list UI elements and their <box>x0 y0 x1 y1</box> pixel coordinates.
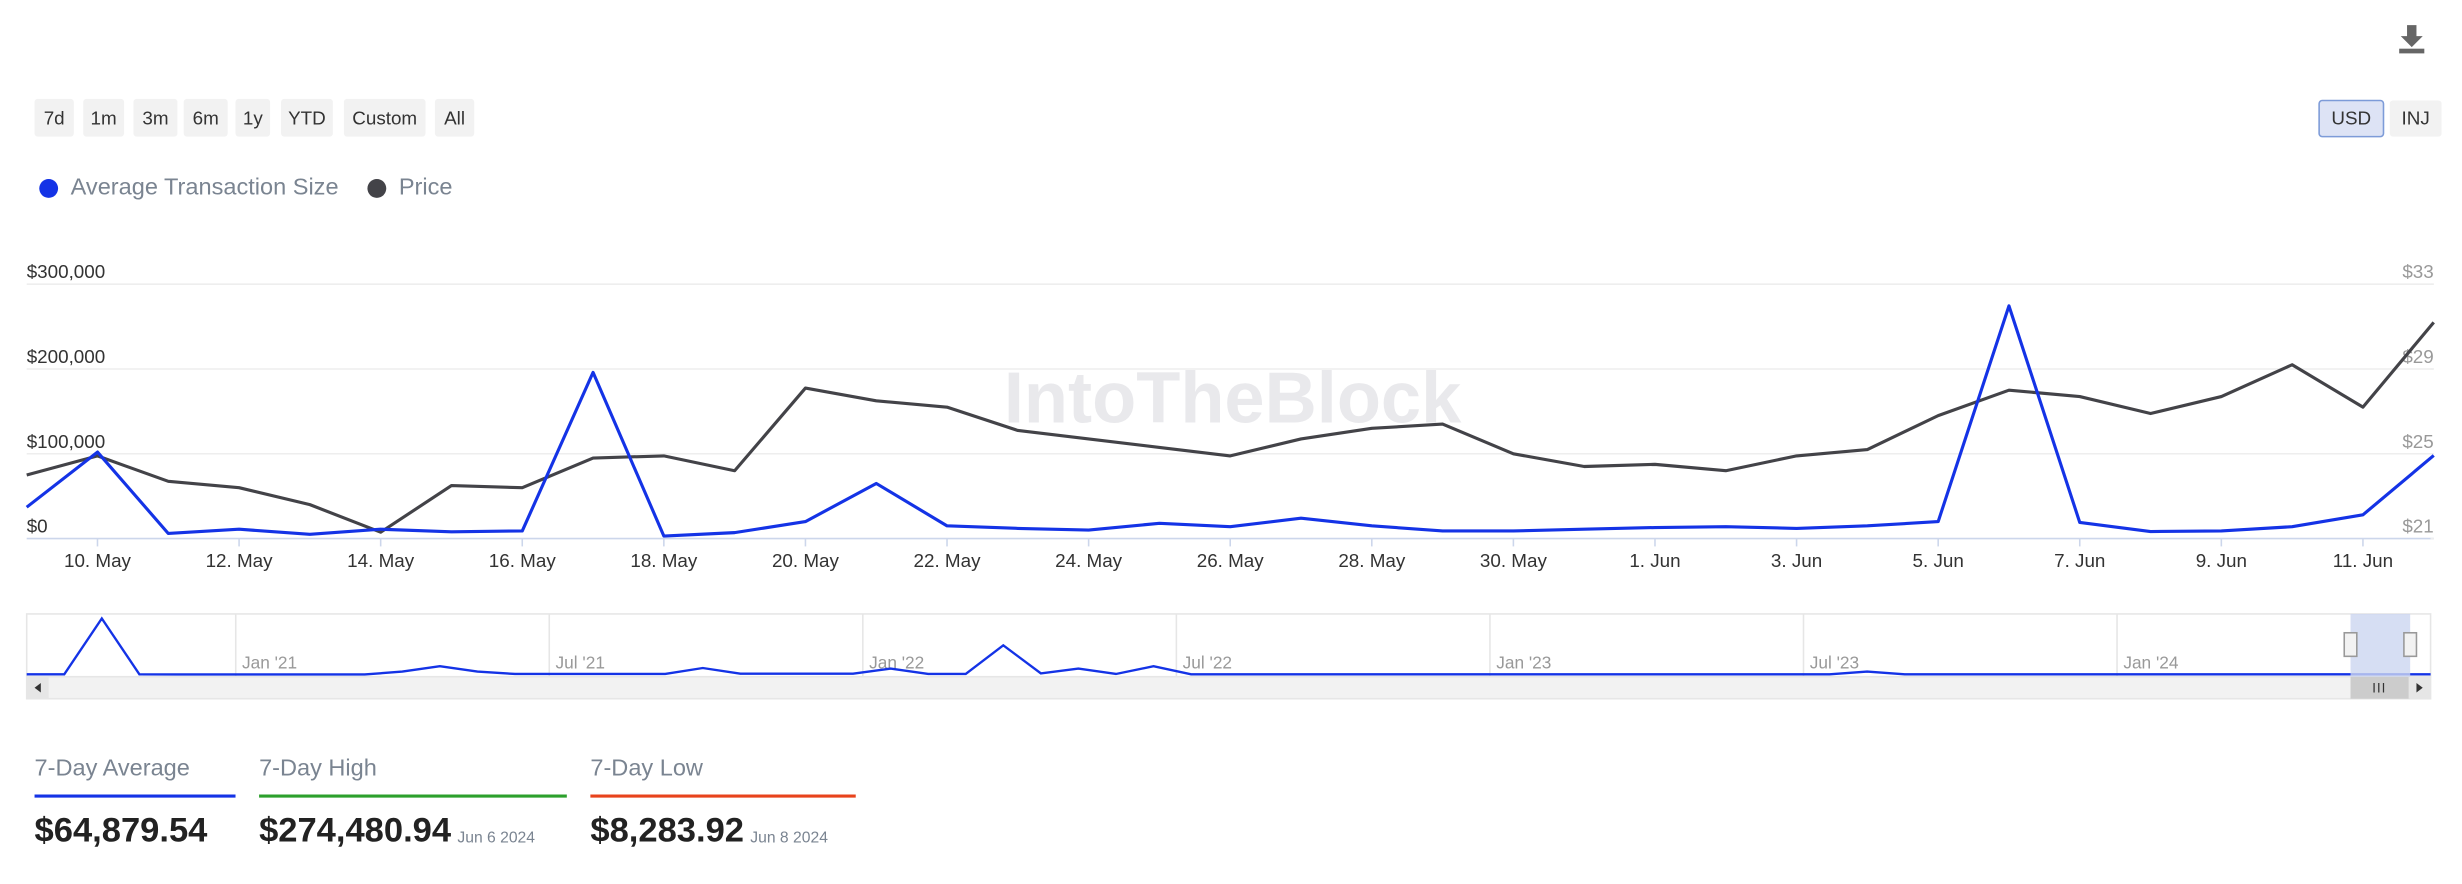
stat-label: 7-Day Low <box>590 755 704 781</box>
range-button-label: 3m <box>142 107 168 128</box>
stat-label: 7-Day High <box>259 755 377 781</box>
x-tick-label: 3. Jun <box>1771 550 1822 571</box>
stat-label: 7-Day Average <box>35 755 190 781</box>
stat-card: 7-Day High $274,480.94 Jun 6 2024 <box>259 755 567 849</box>
currency-button-label: USD <box>2331 107 2371 128</box>
y2-tick-label: $21 <box>2402 516 2433 537</box>
download-button[interactable] <box>2392 20 2431 59</box>
x-tick-label: 9. Jun <box>2196 550 2247 571</box>
navigator-selection[interactable] <box>2350 613 2411 677</box>
scroll-right-arrow <box>2416 683 2423 693</box>
range-button-label: Custom <box>352 107 417 128</box>
range-button[interactable]: All <box>434 98 475 137</box>
range-button[interactable]: 6m <box>183 98 228 137</box>
stat-card: 7-Day Low $8,283.92 Jun 8 2024 <box>590 755 856 849</box>
y-tick-label: $300,000 <box>27 261 106 282</box>
range-button-bg <box>34 98 74 137</box>
range-button-bg <box>183 98 228 137</box>
range-button-label: 1m <box>91 107 117 128</box>
range-button[interactable]: YTD <box>281 98 333 137</box>
range-button-bg <box>83 98 125 137</box>
navigator-tick-label: Jan '24 <box>2123 653 2179 673</box>
range-button-label: 7d <box>44 107 65 128</box>
range-button-label: YTD <box>288 107 326 128</box>
currency-button-bg <box>2389 100 2442 137</box>
stat-value: $8,283.92 <box>590 811 744 849</box>
navigator-handle[interactable] <box>2343 631 2358 658</box>
range-button-label: 1y <box>243 107 263 128</box>
range-button-label: All <box>444 107 465 128</box>
legend-item[interactable]: Average Transaction Size <box>39 174 339 200</box>
stat-value: $64,879.54 <box>35 811 209 849</box>
scrollbar-thumb[interactable] <box>2350 676 2411 699</box>
range-button[interactable]: 7d <box>34 98 74 137</box>
range-button-bg <box>434 98 475 137</box>
currency-button-label: INJ <box>2402 107 2430 128</box>
range-button-bg <box>133 98 178 137</box>
range-button[interactable]: 1m <box>83 98 125 137</box>
download-tray <box>2399 48 2425 54</box>
x-tick-label: 30. May <box>1480 550 1548 571</box>
download-icon <box>2400 25 2423 48</box>
range-button[interactable]: 1y <box>235 98 271 137</box>
navigator-tick-label: Jan '22 <box>869 653 924 673</box>
range-button-bg <box>281 98 333 137</box>
x-tick-label: 26. May <box>1197 550 1265 571</box>
watermark: IntoTheBlock <box>1004 359 1462 439</box>
x-tick-label: 5. Jun <box>1913 550 1964 571</box>
navigator-tick-label: Jan '23 <box>1496 653 1551 673</box>
series-line <box>25 304 2435 538</box>
x-tick-label: 20. May <box>772 550 840 571</box>
navigator-tick-label: Jul '23 <box>1810 653 1859 673</box>
stat-date: Jun 8 2024 <box>750 830 828 847</box>
currency-button[interactable]: INJ <box>2389 100 2442 137</box>
x-tick-label: 22. May <box>914 550 982 571</box>
x-tick-label: 12. May <box>206 550 274 571</box>
range-button[interactable]: 3m <box>133 98 178 137</box>
legend-dot <box>367 178 387 198</box>
legend-label: Price <box>399 174 453 200</box>
x-tick-label: 28. May <box>1338 550 1406 571</box>
currency-button[interactable]: USD <box>2318 99 2385 138</box>
navigator-tick-label: Jul '22 <box>1183 653 1232 673</box>
stat-date: Jun 6 2024 <box>457 830 535 847</box>
x-tick-label: 10. May <box>64 550 132 571</box>
legend-label: Average Transaction Size <box>71 174 339 200</box>
x-tick-label: 24. May <box>1055 550 1123 571</box>
navigator-line <box>26 616 2431 676</box>
stat-value: $274,480.94 <box>259 811 452 849</box>
x-tick-label: 16. May <box>489 550 557 571</box>
y2-tick-label: $33 <box>2402 261 2433 282</box>
x-tick-label: 11. Jun <box>2333 550 2393 571</box>
series-line <box>26 321 2435 534</box>
x-tick-label: 18. May <box>630 550 698 571</box>
currency-button-bg <box>2318 99 2385 138</box>
navigator-frame <box>25 613 2432 678</box>
legend-dot <box>39 178 59 198</box>
x-tick-label: 7. Jun <box>2054 550 2105 571</box>
navigator-handle[interactable] <box>2403 631 2418 658</box>
y-tick-label: $0 <box>27 516 48 537</box>
x-tick-label: 1. Jun <box>1629 550 1680 571</box>
range-button-bg <box>235 98 271 137</box>
scrollbar-track <box>25 675 2432 700</box>
y-tick-label: $100,000 <box>27 431 106 452</box>
legend-item[interactable]: Price <box>367 174 452 200</box>
stat-card: 7-Day Average $64,879.54 <box>35 755 236 849</box>
scrollbar-grip <box>2373 683 2385 693</box>
y2-tick-label: $25 <box>2402 431 2433 452</box>
navigator-tick-label: Jan '21 <box>242 653 297 673</box>
scroll-left-arrow <box>34 683 41 693</box>
navigator-tick-label: Jul '21 <box>556 653 605 673</box>
range-button[interactable]: Custom <box>343 98 426 137</box>
x-tick-label: 14. May <box>347 550 415 571</box>
range-button-label: 6m <box>193 107 219 128</box>
y-tick-label: $200,000 <box>27 346 106 367</box>
range-button-bg <box>343 98 426 137</box>
